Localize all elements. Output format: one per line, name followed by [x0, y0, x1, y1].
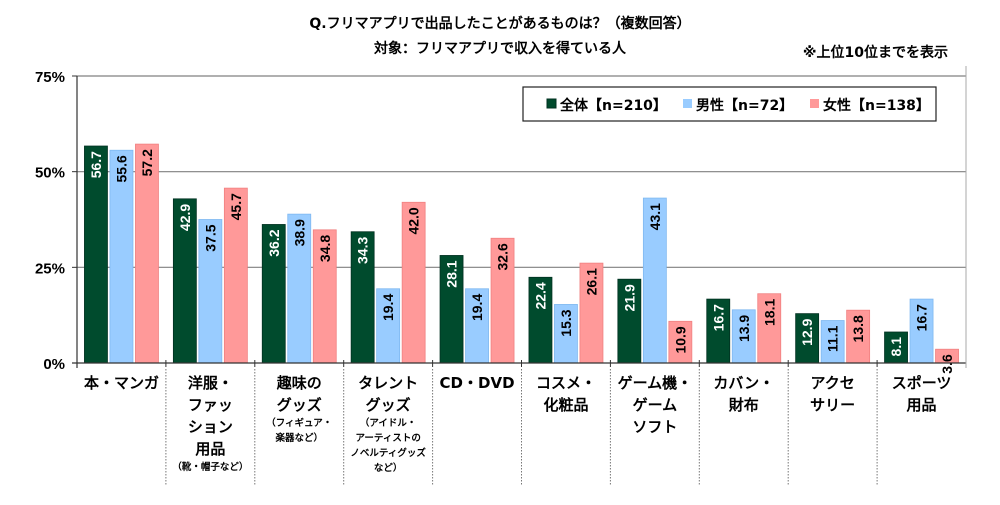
y-tick-label: 25% [35, 260, 65, 277]
value-label: 37.5 [202, 224, 218, 251]
value-label: 36.2 [266, 229, 282, 256]
category-label: グッズ [366, 396, 411, 414]
legend-swatch-2 [810, 99, 819, 108]
category-sublabel: （アイドル・ [360, 417, 417, 429]
value-label: 16.7 [914, 304, 930, 331]
value-label: 32.6 [495, 243, 511, 270]
legend-box [522, 86, 937, 122]
value-label: 8.1 [888, 337, 904, 357]
category-label: 本・マンガ [84, 374, 159, 392]
value-label: 43.1 [647, 203, 663, 230]
value-label: 21.9 [621, 284, 637, 311]
category-label: 用品 [195, 440, 225, 458]
axes [72, 66, 967, 485]
category-label: ション [188, 418, 233, 436]
value-label: 42.9 [177, 204, 193, 231]
bars [84, 143, 959, 364]
category-label: 化粧品 [543, 396, 588, 414]
value-label: 3.6 [939, 354, 955, 374]
value-label: 38.9 [291, 219, 307, 246]
legend-label-1: 男性【n=72】 [696, 97, 793, 114]
category-labels: 本・マンガ 洋服・ファッション用品（靴・帽子など）趣味のグッズ（フィギュア・楽器な… [84, 374, 951, 474]
category-label: カバン・ [713, 374, 774, 392]
category-sublabel: （靴・帽子など） [172, 461, 248, 473]
value-label: 11.1 [825, 325, 841, 352]
value-label: 19.4 [469, 294, 485, 321]
y-tick-label: 0% [43, 356, 65, 373]
value-label: 18.1 [761, 299, 777, 326]
legend-label-2: 女性【n=138】 [823, 97, 930, 114]
y-tick-label: 50% [35, 165, 65, 182]
legend-swatch-1 [683, 99, 692, 108]
legend-swatch-0 [546, 98, 557, 109]
category-label: 趣味の [276, 374, 322, 392]
value-label: 13.9 [736, 315, 752, 342]
category-label: タレント [358, 374, 418, 392]
value-label: 10.9 [672, 326, 688, 353]
value-label: 55.6 [113, 155, 129, 182]
chart-subtitle: 対象：フリマアプリで収入を得ている人 [373, 40, 627, 57]
value-labels: 56.7 42.9 36.2 34.3 28.1 22.4 21.9 16.7 12.9 8.1 5… [88, 149, 955, 374]
category-label: ファッ [188, 396, 233, 414]
category-label: ゲーム [633, 396, 678, 414]
value-label: 16.7 [710, 304, 726, 331]
chart-note: ※上位10位までを表示 [803, 44, 948, 61]
category-label: ゲーム機・ [618, 374, 693, 392]
category-label: サリー [810, 396, 855, 414]
y-axis-ticks: 0% 25% 50% 75% [35, 69, 77, 373]
category-label: ソフト [632, 418, 677, 436]
category-label: 用品 [907, 396, 937, 414]
category-label: コスメ・ [536, 374, 596, 392]
legend-label-0: 全体【n=210】 [559, 97, 667, 114]
value-label: 42.0 [406, 207, 422, 234]
category-sublabel: （フィギュア・ [266, 417, 332, 429]
category-sublabel: 楽器など） [274, 432, 323, 444]
category-label: アクセ [811, 374, 855, 392]
value-label: 22.4 [532, 282, 548, 309]
value-label: 12.9 [799, 318, 815, 345]
category-label: スポーツ [892, 374, 952, 392]
chart-title: Q.フリマアプリで出品したことがあるものは？（複数回答） [309, 15, 690, 32]
value-label: 13.8 [850, 315, 866, 342]
y-tick-label: 75% [35, 69, 65, 86]
value-label: 56.7 [88, 151, 104, 178]
category-sublabel: など） [374, 462, 403, 474]
value-label: 28.1 [444, 260, 460, 287]
value-label: 26.1 [583, 268, 599, 295]
value-label: 57.2 [139, 149, 155, 176]
value-label: 19.4 [380, 294, 396, 321]
category-sublabel: アーティストの [355, 433, 420, 444]
category-label: 洋服・ [188, 374, 233, 392]
category-label: 財布 [728, 396, 759, 414]
category-sublabel: ノベルティグッズ [350, 447, 426, 459]
value-label: 34.8 [317, 235, 333, 262]
value-label: 34.3 [355, 237, 371, 264]
legend: 全体【n=210】 男性【n=72】 女性【n=138】 [522, 86, 937, 122]
category-label: グッズ [277, 396, 322, 414]
value-label: 15.3 [558, 309, 574, 336]
value-label: 45.7 [228, 193, 244, 220]
category-label: CD・DVD [440, 374, 515, 392]
